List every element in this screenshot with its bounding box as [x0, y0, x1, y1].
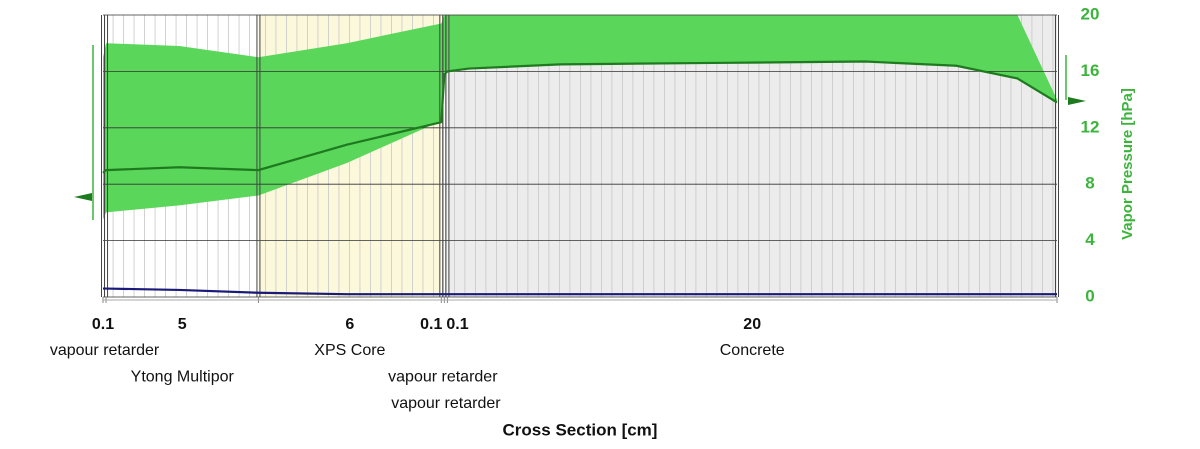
layer-thickness: 6 — [345, 316, 354, 333]
boundary-arrow — [74, 193, 92, 201]
y-tick-label: 8 — [1085, 174, 1094, 193]
range-band — [103, 15, 1057, 220]
y-tick-label: 16 — [1081, 61, 1100, 80]
x-axis-title: Cross Section [cm] — [503, 420, 658, 439]
layer-thickness: 5 — [178, 316, 187, 333]
layer-name: Ytong Multipor — [131, 369, 235, 386]
layer-thickness: 0.1 — [446, 316, 468, 333]
y-axis-title: Vapor Pressure [hPa] — [1119, 88, 1136, 240]
layer-thickness: 0.1 — [92, 316, 114, 333]
y-tick-label: 0 — [1085, 286, 1094, 305]
series-line — [102, 60, 1058, 174]
layer-name: vapour retarder — [391, 395, 501, 412]
series-line — [103, 287, 1057, 296]
y-tick-label: 20 — [1081, 4, 1100, 23]
layer-name: Concrete — [720, 342, 785, 359]
layer-thickness: 0.1 — [420, 316, 442, 333]
layer-name: XPS Core — [314, 342, 385, 359]
layer-name: vapour retarder — [50, 342, 160, 359]
layer-name: vapour retarder — [388, 369, 498, 386]
y-tick-label: 4 — [1085, 230, 1095, 249]
boundary-arrow — [1068, 97, 1086, 105]
layer-thickness: 20 — [743, 316, 761, 333]
y-tick-label: 12 — [1081, 117, 1100, 136]
